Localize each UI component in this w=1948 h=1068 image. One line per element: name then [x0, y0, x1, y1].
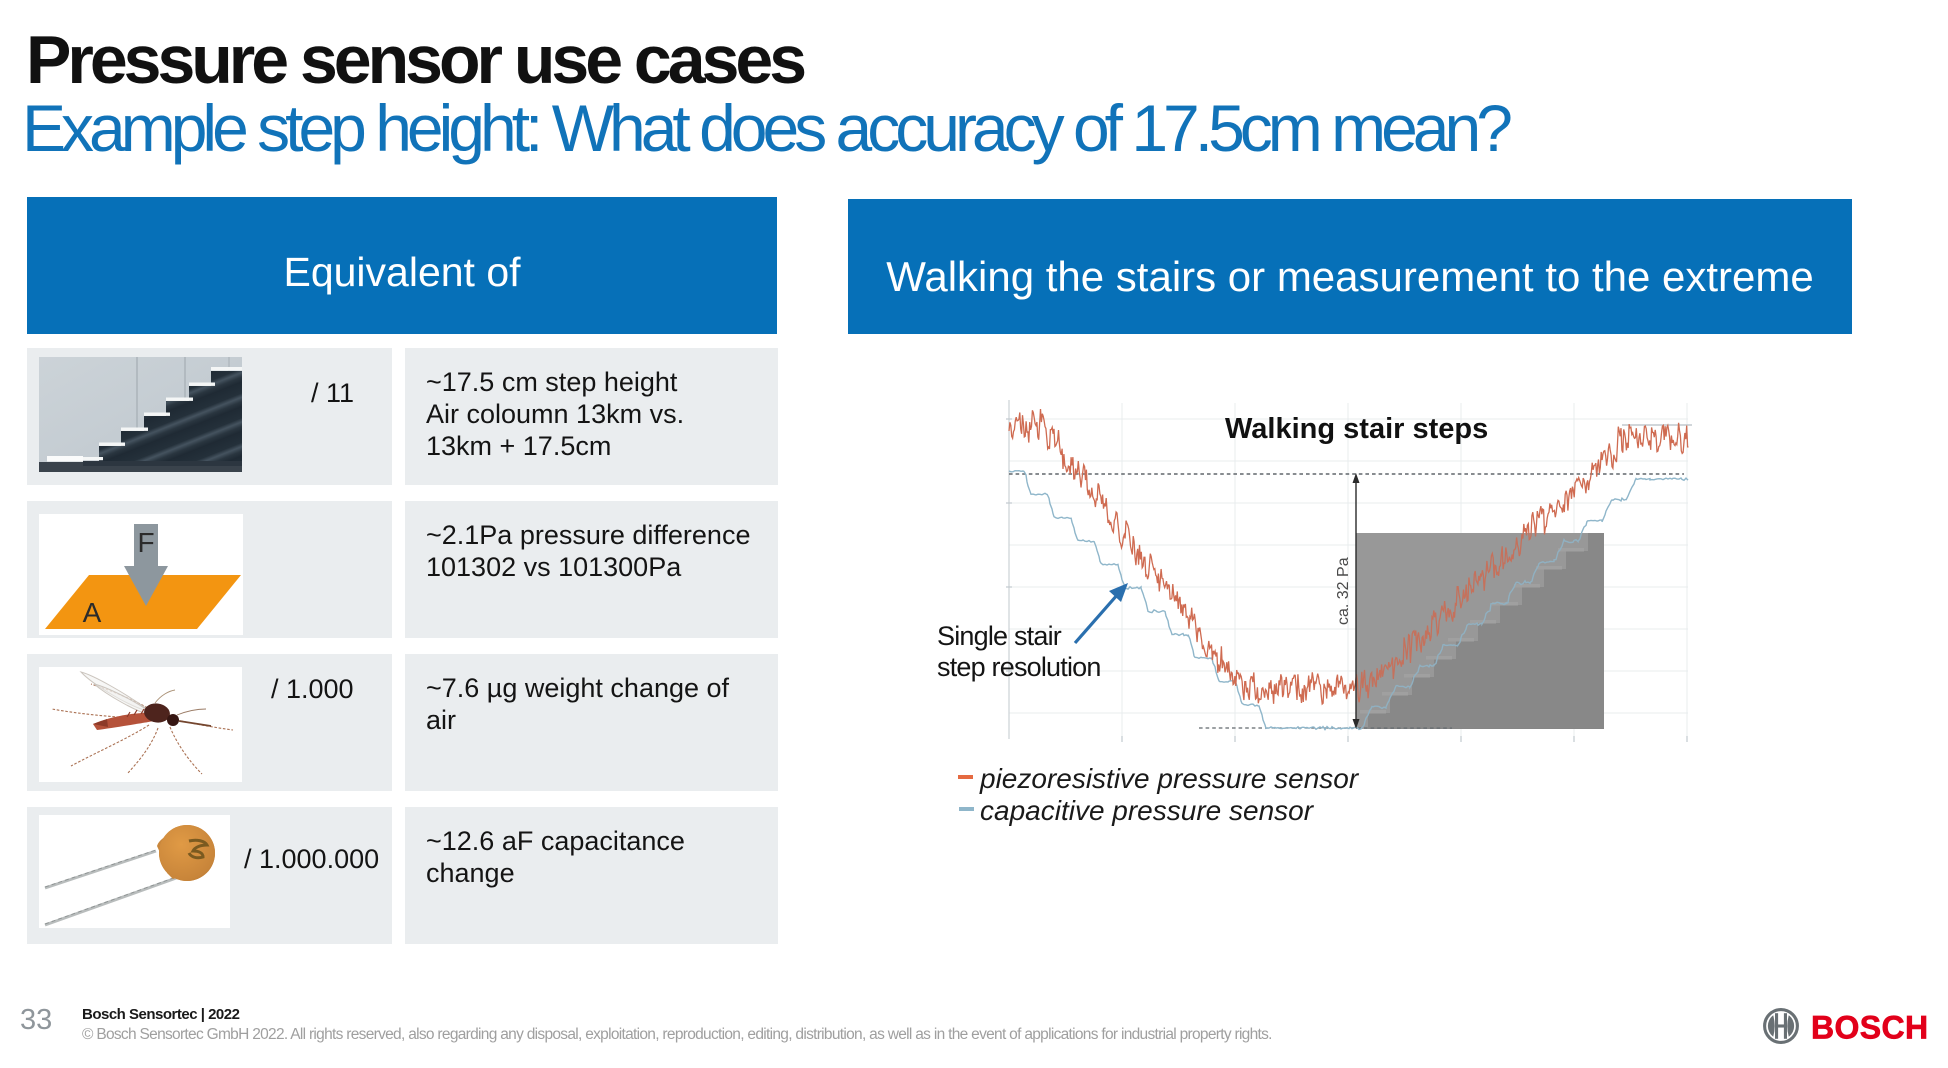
- svg-text:A: A: [83, 597, 102, 628]
- svg-text:F: F: [137, 527, 154, 558]
- svg-text:BOSCH: BOSCH: [1811, 1010, 1929, 1046]
- svg-text:ca. 32 Pa: ca. 32 Pa: [1335, 557, 1352, 625]
